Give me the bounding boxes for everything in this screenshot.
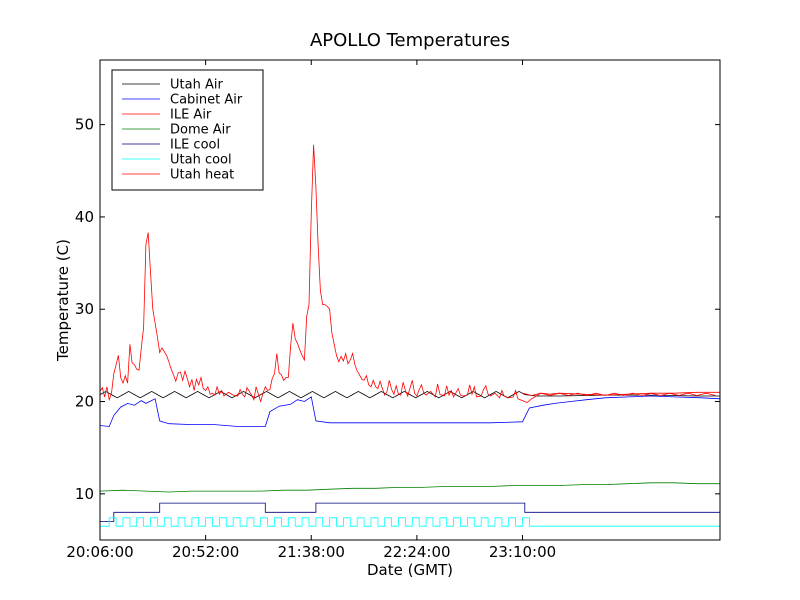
series-line-utah-cool (100, 517, 720, 527)
y-tick-label: 30 (75, 300, 94, 318)
legend-box (111, 69, 264, 191)
series-line-ile-cool (100, 502, 720, 522)
legend-label: Dome Air (170, 123, 231, 138)
legend-label: ILE cool (170, 138, 220, 153)
series-line-utah-air (100, 390, 720, 399)
y-tick-label: 50 (75, 116, 94, 134)
legend-label: Cabinet Air (170, 93, 243, 108)
y-tick-label: 20 (75, 393, 94, 411)
chart-title: APOLLO Temperatures (310, 30, 510, 51)
series-line-cabinet-air (100, 395, 720, 427)
legend-label: Utah cool (170, 153, 232, 168)
x-tick-label: 23:10:00 (489, 543, 556, 561)
plot-frame (99, 59, 721, 541)
series-line-ile-air (100, 144, 720, 403)
x-tick-label: 21:38:00 (278, 543, 345, 561)
legend-label: Utah Air (170, 78, 223, 93)
x-tick-label: 20:52:00 (172, 543, 239, 561)
legend-label: ILE Air (170, 108, 212, 123)
legend-label: Utah heat (170, 168, 234, 183)
series-line-dome-air (100, 482, 720, 493)
x-axis-label: Date (GMT) (367, 561, 453, 579)
y-tick-label: 40 (75, 208, 94, 226)
ticks-layer: 20:06:00 20:52:00 21:38:00 22:24:00 23:10:00… (66, 60, 720, 561)
series-layer (100, 144, 720, 527)
x-tick-label: 20:06:00 (66, 543, 133, 561)
y-axis-label: Temperature (C) (54, 239, 72, 362)
x-tick-label: 22:24:00 (383, 543, 450, 561)
y-tick-label: 10 (75, 485, 94, 503)
